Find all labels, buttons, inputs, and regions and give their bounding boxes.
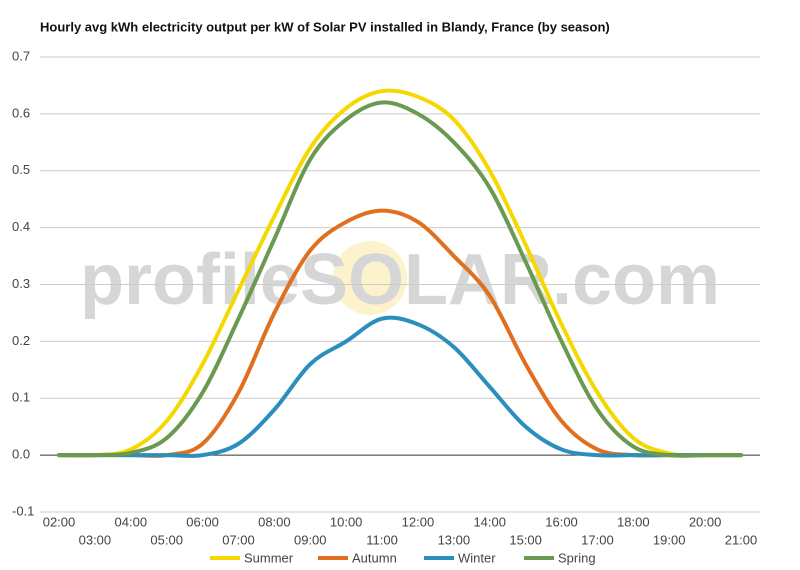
legend-item: Autumn bbox=[318, 550, 397, 565]
series-line bbox=[57, 88, 743, 458]
x-tick-label: 17:00 bbox=[581, 532, 614, 547]
x-tick-label: 06:00 bbox=[186, 514, 219, 529]
x-tick-label: 02:00 bbox=[43, 514, 76, 529]
x-tick-label: 21:00 bbox=[725, 532, 758, 547]
legend-item: Summer bbox=[210, 550, 294, 565]
x-tick-label: 03:00 bbox=[79, 532, 112, 547]
legend-label: Autumn bbox=[352, 550, 397, 565]
watermark: profileSOLAR.com bbox=[80, 240, 720, 320]
x-tick-label: 07:00 bbox=[222, 532, 255, 547]
chart-title: Hourly avg kWh electricity output per kW… bbox=[40, 19, 610, 34]
series-line bbox=[57, 100, 743, 458]
y-tick-label: 0.1 bbox=[12, 390, 30, 405]
watermark-sun bbox=[333, 241, 407, 315]
y-tick-label: 0.5 bbox=[12, 162, 30, 177]
y-tick-label: 0.2 bbox=[12, 333, 30, 348]
x-tick-label: 08:00 bbox=[258, 514, 291, 529]
x-tick-label: 14:00 bbox=[473, 514, 506, 529]
x-tick-label: 15:00 bbox=[509, 532, 542, 547]
x-tick-label: 20:00 bbox=[689, 514, 722, 529]
x-tick-label: 13:00 bbox=[438, 532, 471, 547]
y-tick-label: 0.6 bbox=[12, 105, 30, 120]
y-tick-label: 0.7 bbox=[12, 48, 30, 63]
x-tick-label: 09:00 bbox=[294, 532, 327, 547]
legend-label: Winter bbox=[458, 550, 496, 565]
y-tick-label: 0.3 bbox=[12, 276, 30, 291]
x-tick-label: 12:00 bbox=[402, 514, 435, 529]
x-tick-label: 11:00 bbox=[366, 532, 398, 547]
x-tick-label: 18:00 bbox=[617, 514, 650, 529]
y-tick-label: 0.0 bbox=[12, 447, 30, 462]
y-tick-label: 0.4 bbox=[12, 219, 30, 234]
x-tick-label: 16:00 bbox=[545, 514, 578, 529]
series-line bbox=[57, 315, 743, 458]
x-tick-label: 04:00 bbox=[115, 514, 148, 529]
legend-item: Winter bbox=[424, 550, 496, 565]
legend-item: Spring bbox=[524, 550, 596, 565]
x-tick-label: 05:00 bbox=[150, 532, 183, 547]
x-tick-label: 19:00 bbox=[653, 532, 686, 547]
legend-label: Summer bbox=[244, 550, 294, 565]
legend-label: Spring bbox=[558, 550, 596, 565]
x-tick-label: 10:00 bbox=[330, 514, 363, 529]
y-tick-label: -0.1 bbox=[12, 503, 34, 518]
